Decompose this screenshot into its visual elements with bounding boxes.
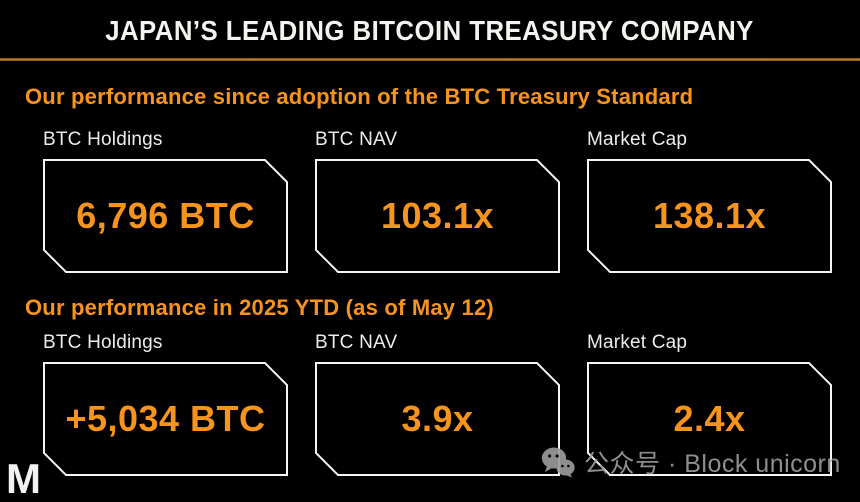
metric-value: +5,034 BTC xyxy=(65,398,266,439)
title-bar: JAPAN’S LEADING BITCOIN TREASURY COMPANY xyxy=(0,0,860,58)
chamfered-border xyxy=(587,159,832,273)
section-2-heading: Our performance in 2025 YTD (as of May 1… xyxy=(25,295,494,320)
chamfered-border xyxy=(587,362,832,476)
metric-label: Market Cap xyxy=(587,332,688,353)
metric-label: BTC NAV xyxy=(315,332,398,353)
chamfered-border xyxy=(43,159,288,273)
metric-card: 6,796 BTC xyxy=(43,159,288,273)
metric-market-cap: Market Cap 2.4x xyxy=(587,331,832,476)
metric-value: 103.1x xyxy=(380,195,495,236)
metric-card: +5,034 BTC xyxy=(43,362,288,476)
page-title: JAPAN’S LEADING BITCOIN TREASURY COMPANY xyxy=(105,15,755,46)
metric-card: 138.1x xyxy=(587,159,832,273)
metric-label: BTC Holdings xyxy=(43,129,163,150)
wechat-icon xyxy=(541,447,575,478)
metric-market-cap: Market Cap 138.1x xyxy=(587,128,832,273)
metric-label: Market Cap xyxy=(587,129,688,150)
chamfered-border xyxy=(43,362,288,476)
metric-label: BTC NAV xyxy=(315,129,398,150)
metric-card: 2.4x xyxy=(587,362,832,476)
metric-row-2025-ytd: BTC Holdings +5,034 BTC BTC NAV 3.9x Mar… xyxy=(43,331,832,476)
metric-label: BTC Holdings xyxy=(43,332,163,353)
metric-card: 103.1x xyxy=(315,159,560,273)
watermark-text: 公众号 · Block unicorn xyxy=(584,450,841,478)
section-1-heading: Our performance since adoption of the BT… xyxy=(25,84,694,109)
divider-line xyxy=(0,58,860,61)
metric-value: 2.4x xyxy=(673,398,746,439)
metric-value: 3.9x xyxy=(401,398,474,439)
metaplanet-m-logo: M xyxy=(6,455,41,502)
metric-row-since-adoption: BTC Holdings 6,796 BTC BTC NAV 103.1x Ma… xyxy=(43,128,832,273)
metric-btc-holdings: BTC Holdings 6,796 BTC xyxy=(43,128,288,273)
metric-btc-nav: BTC NAV 103.1x xyxy=(315,128,560,273)
chamfered-border xyxy=(315,159,560,273)
watermark: 公众号 · Block unicorn xyxy=(541,444,841,480)
metric-btc-holdings: BTC Holdings +5,034 BTC xyxy=(43,331,288,476)
metric-btc-nav: BTC NAV 3.9x xyxy=(315,331,560,476)
chamfered-border xyxy=(315,362,560,476)
metric-value: 138.1x xyxy=(652,195,767,236)
metric-card: 3.9x xyxy=(315,362,560,476)
metric-value: 6,796 BTC xyxy=(76,195,255,236)
